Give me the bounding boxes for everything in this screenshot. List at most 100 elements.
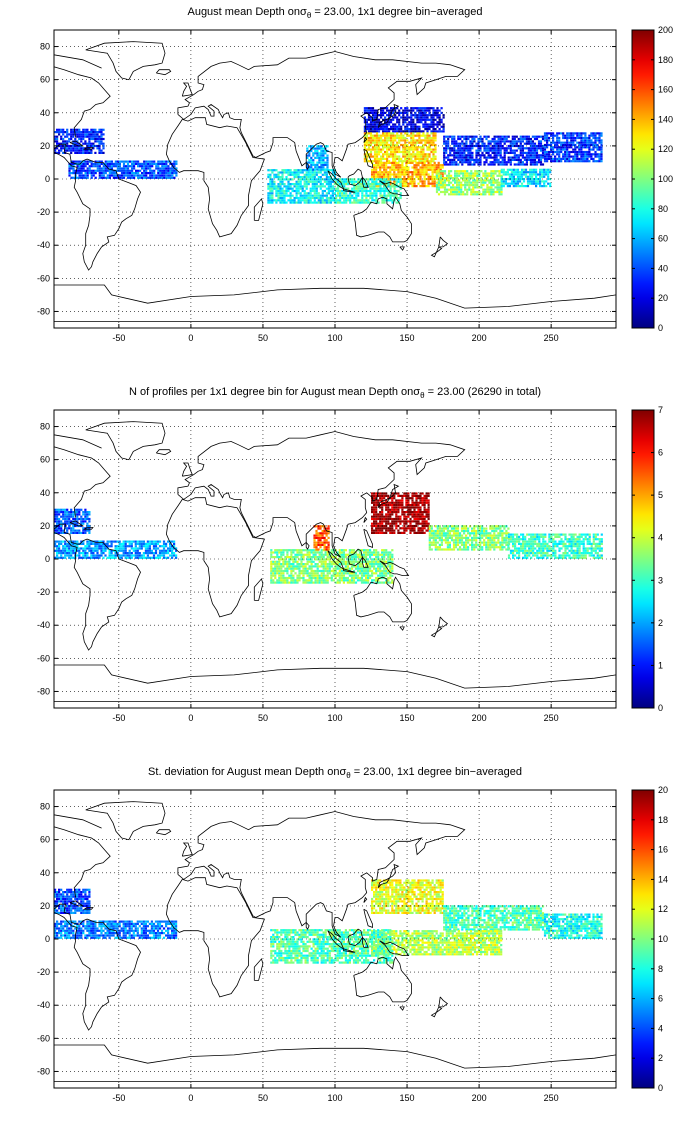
- data-cell: [489, 546, 492, 549]
- data-cell: [279, 185, 282, 188]
- data-cell: [414, 157, 417, 160]
- data-cell: [549, 182, 552, 185]
- data-cell: [463, 151, 466, 154]
- data-cell: [72, 144, 75, 148]
- y-tick-label: -20: [37, 207, 50, 217]
- data-cell: [434, 134, 437, 137]
- data-cell: [423, 517, 426, 521]
- data-cell: [417, 511, 420, 514]
- data-cell: [375, 161, 378, 164]
- data-cell: [425, 168, 428, 171]
- data-cell: [598, 556, 601, 559]
- data-cell: [375, 168, 378, 171]
- data-cell: [311, 178, 314, 181]
- data-cell: [512, 540, 515, 543]
- data-cell: [68, 144, 71, 148]
- data-cell: [399, 506, 402, 509]
- data-cell: [485, 548, 488, 551]
- data-cell: [430, 107, 433, 110]
- data-cell: [455, 151, 458, 154]
- data-cell: [377, 527, 380, 530]
- data-cell: [449, 151, 452, 154]
- data-cell: [390, 125, 393, 128]
- data-cell: [468, 177, 471, 180]
- data-cell: [431, 164, 434, 167]
- data-cell: [410, 143, 413, 147]
- data-cell: [398, 155, 401, 158]
- data-cell: [373, 139, 377, 142]
- data-cell: [493, 543, 496, 546]
- data-cell: [395, 178, 398, 181]
- data-cell: [324, 161, 327, 164]
- data-cell: [411, 520, 414, 523]
- data-cell: [410, 148, 413, 151]
- data-cell: [501, 156, 504, 159]
- data-cell: [394, 125, 397, 128]
- data-cell: [365, 155, 368, 158]
- data-cell: [466, 170, 469, 173]
- data-cell: [491, 541, 494, 544]
- data-cell: [421, 504, 424, 507]
- data-cell: [159, 176, 162, 179]
- data-cell: [277, 187, 280, 190]
- data-cell: [429, 161, 432, 164]
- data-cell: [479, 539, 482, 542]
- data-cell: [453, 158, 456, 161]
- data-cell: [487, 536, 490, 539]
- data-cell: [137, 174, 140, 177]
- data-cell: [584, 535, 587, 538]
- data-cell: [325, 201, 328, 204]
- title-text: N of profiles per 1x1 degree bin for Aug…: [128, 386, 414, 398]
- data-cell: [600, 540, 603, 543]
- data-cell: [556, 139, 559, 142]
- data-cell: [373, 506, 376, 509]
- data-cell: [467, 149, 470, 152]
- data-cell: [403, 520, 406, 523]
- data-cell: [384, 143, 387, 147]
- data-cell: [475, 144, 478, 148]
- data-cell: [576, 549, 579, 552]
- data-cell: [267, 192, 270, 195]
- data-cell: [365, 194, 368, 197]
- data-cell: [435, 172, 439, 175]
- data-cell: [413, 531, 416, 534]
- data-cell: [495, 546, 498, 549]
- data-cell: [379, 522, 382, 525]
- data-cell: [564, 143, 567, 147]
- data-cell: [451, 135, 454, 138]
- data-cell: [287, 187, 290, 190]
- data-cell: [149, 169, 152, 172]
- data-cell: [578, 150, 581, 154]
- data-cell: [596, 132, 599, 135]
- data-cell: [325, 199, 328, 202]
- data-cell: [403, 168, 406, 171]
- data-cell: [450, 188, 453, 191]
- data-cell: [452, 539, 456, 542]
- data-cell: [308, 152, 311, 155]
- data-cell: [305, 196, 308, 200]
- data-cell: [538, 535, 541, 538]
- data-cell: [84, 165, 87, 168]
- data-cell: [373, 192, 376, 195]
- data-cell: [420, 109, 423, 112]
- data-cell: [510, 180, 513, 183]
- data-cell: [157, 172, 160, 175]
- data-cell: [414, 139, 417, 142]
- data-cell: [312, 168, 315, 171]
- data-cell: [66, 149, 69, 152]
- data-cell: [395, 168, 398, 171]
- data-cell: [460, 525, 464, 528]
- data-cell: [470, 181, 473, 184]
- data-cell: [562, 143, 565, 147]
- data-cell: [410, 125, 413, 128]
- data-cell: [112, 162, 115, 165]
- data-cell: [341, 189, 344, 193]
- data-cell: [383, 171, 386, 174]
- data-cell: [405, 497, 408, 500]
- data-cell: [305, 173, 308, 176]
- data-cell: [139, 165, 142, 168]
- data-cell: [485, 135, 488, 138]
- data-cell: [102, 174, 105, 177]
- data-cell: [415, 171, 418, 174]
- data-cell: [277, 178, 280, 181]
